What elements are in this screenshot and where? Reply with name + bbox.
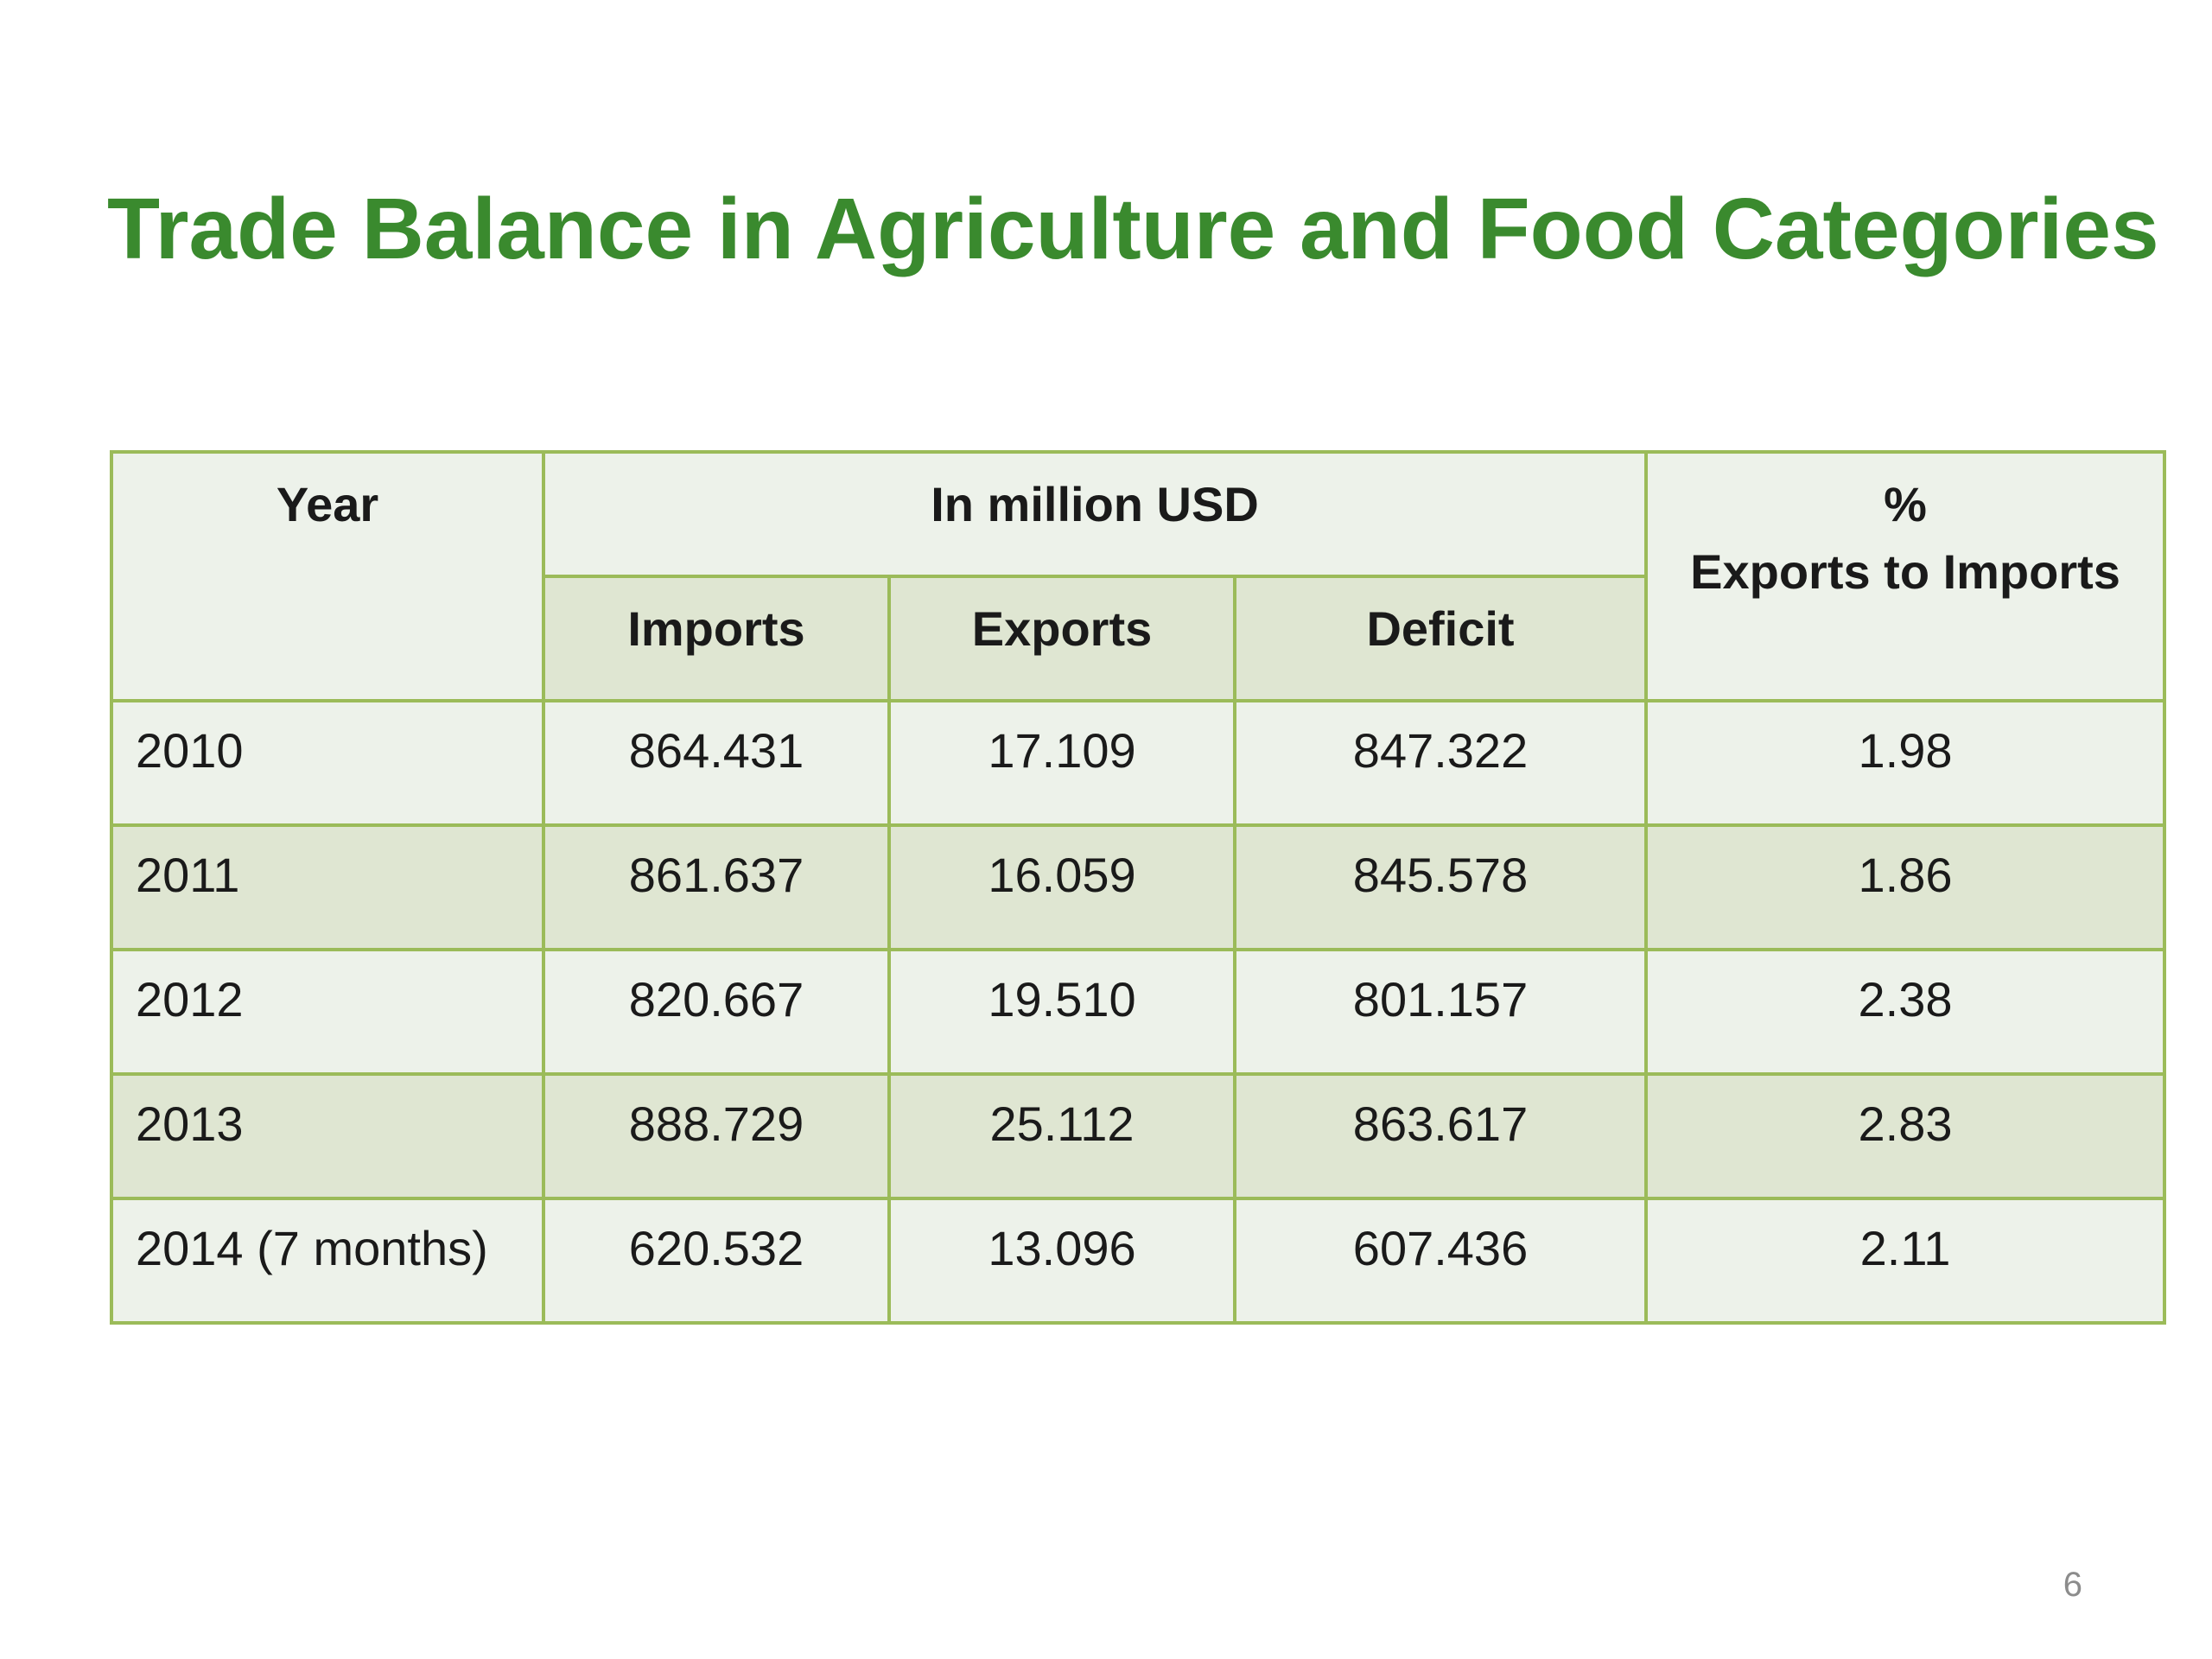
- cell-imports: 620.532: [542, 1197, 891, 1325]
- table-row: 2010 864.431 17.109 847.322 1.98: [110, 699, 2167, 827]
- cell-exports: 25.112: [887, 1072, 1236, 1200]
- cell-year: 2014 (7 months): [110, 1197, 545, 1325]
- cell-year: 2013: [110, 1072, 545, 1200]
- table-subheader-row: Imports Exports Deficit: [111, 575, 2164, 702]
- header-in-million-usd: In million USD: [541, 450, 1649, 578]
- cell-year: 2010: [110, 699, 545, 827]
- cell-exports: 19.510: [887, 948, 1236, 1076]
- header-percent-exports-to-imports: % Exports to Imports: [1644, 450, 2167, 702]
- table-row: 2012 820.667 19.510 801.157 2.38: [110, 948, 2167, 1076]
- header-deficit: Deficit: [1232, 575, 1649, 702]
- cell-ratio: 2.38: [1644, 948, 2167, 1076]
- cell-exports: 13.096: [887, 1197, 1236, 1325]
- cell-ratio: 2.11: [1644, 1197, 2167, 1325]
- table-row: 2011 861.637 16.059 845.578 1.86: [110, 823, 2167, 951]
- cell-deficit: 847.322: [1232, 699, 1649, 827]
- table-row: 2013 888.729 25.112 863.617 2.83: [110, 1072, 2167, 1200]
- header-exports: Exports: [887, 575, 1236, 702]
- cell-year: 2012: [110, 948, 545, 1076]
- cell-deficit: 863.617: [1232, 1072, 1649, 1200]
- cell-imports: 861.637: [542, 823, 891, 951]
- cell-exports: 17.109: [887, 699, 1236, 827]
- cell-deficit: 845.578: [1232, 823, 1649, 951]
- cell-deficit: 801.157: [1232, 948, 1649, 1076]
- cell-imports: 820.667: [542, 948, 891, 1076]
- header-imports: Imports: [542, 575, 891, 702]
- cell-ratio: 1.98: [1644, 699, 2167, 827]
- cell-ratio: 1.86: [1644, 823, 2167, 951]
- header-percent-label: Exports to Imports: [1690, 544, 2120, 599]
- slide-title: Trade Balance in Agriculture and Food Ca…: [107, 181, 2159, 277]
- header-percent-symbol: %: [1884, 477, 1927, 531]
- cell-ratio: 2.83: [1644, 1072, 2167, 1200]
- table-header-row: Year In million USD % Exports to Imports: [110, 450, 2167, 702]
- cell-exports: 16.059: [887, 823, 1236, 951]
- page-number: 6: [2063, 1566, 2082, 1604]
- cell-imports: 864.431: [542, 699, 891, 827]
- cell-deficit: 607.436: [1232, 1197, 1649, 1325]
- trade-balance-table: Year In million USD % Exports to Imports…: [110, 450, 2167, 1325]
- cell-year: 2011: [110, 823, 545, 951]
- cell-imports: 888.729: [542, 1072, 891, 1200]
- table-row: 2014 (7 months) 620.532 13.096 607.436 2…: [110, 1197, 2167, 1325]
- header-year: Year: [110, 450, 545, 702]
